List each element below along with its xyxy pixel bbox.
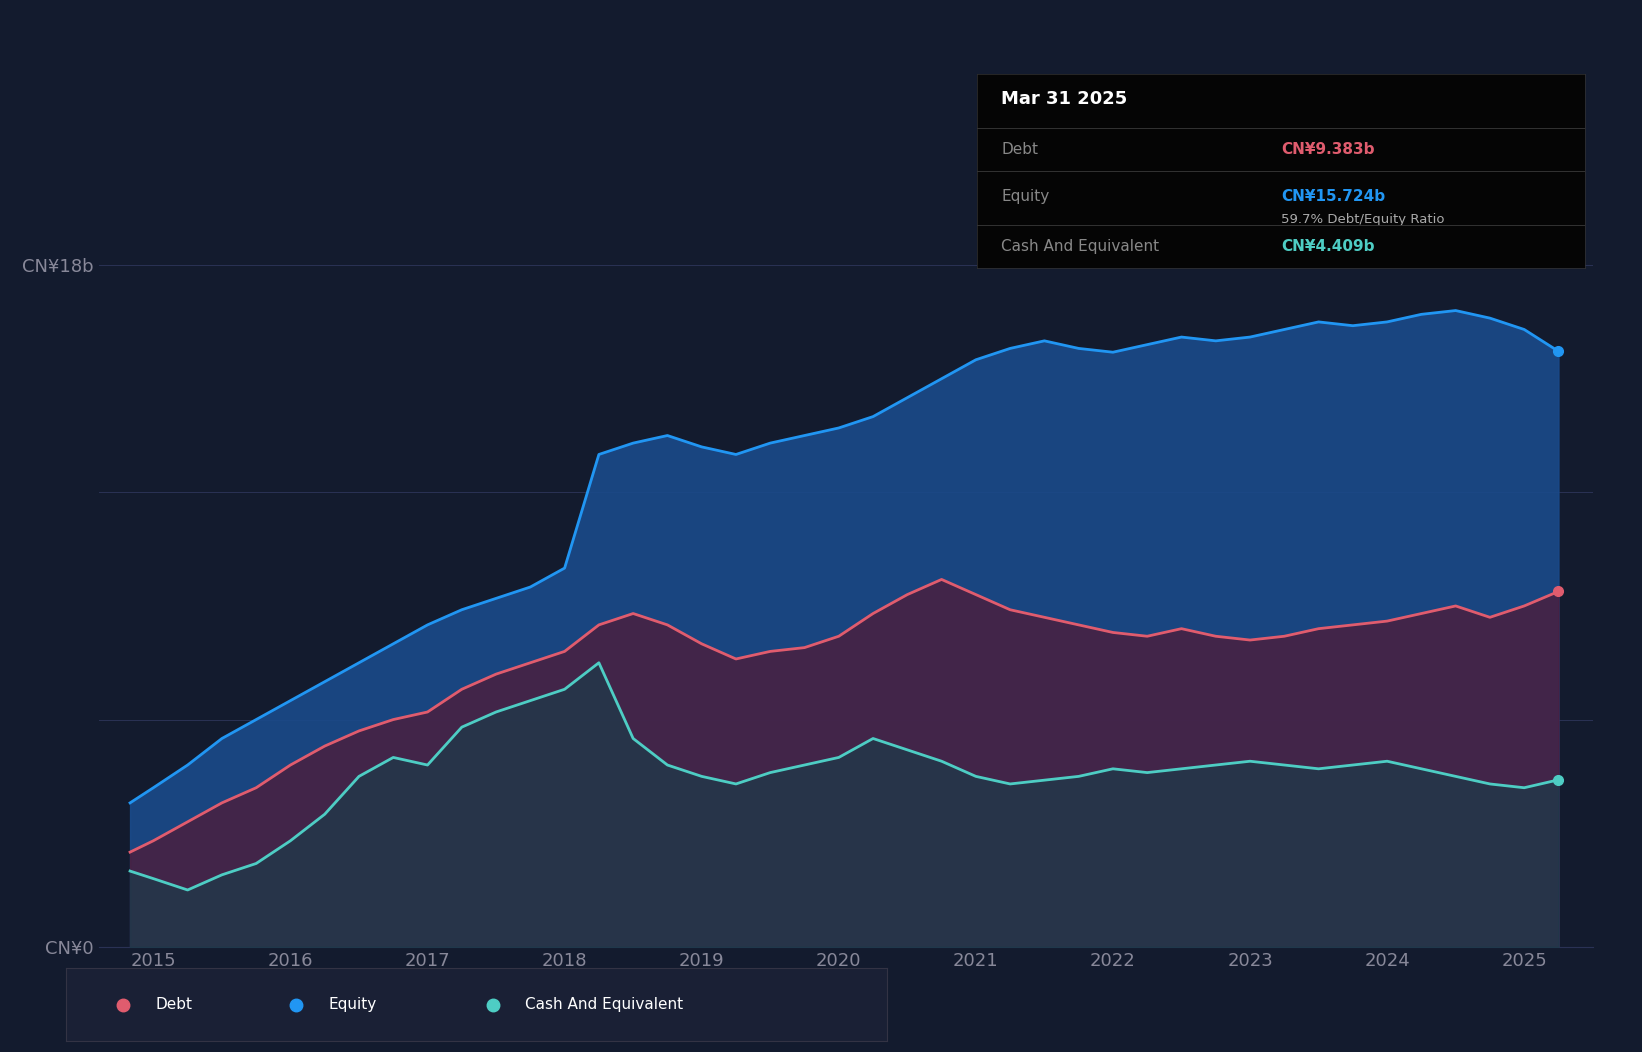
- Text: Debt: Debt: [156, 997, 194, 1012]
- Text: CN¥9.383b: CN¥9.383b: [1281, 142, 1374, 157]
- Text: Cash And Equivalent: Cash And Equivalent: [525, 997, 683, 1012]
- Text: Equity: Equity: [328, 997, 376, 1012]
- Text: Equity: Equity: [1002, 188, 1049, 204]
- Text: CN¥4.409b: CN¥4.409b: [1281, 240, 1374, 255]
- Text: Cash And Equivalent: Cash And Equivalent: [1002, 240, 1159, 255]
- Text: CN¥15.724b: CN¥15.724b: [1281, 188, 1384, 204]
- Text: Mar 31 2025: Mar 31 2025: [1002, 89, 1128, 108]
- Text: Debt: Debt: [1002, 142, 1038, 157]
- Text: 59.7% Debt/Equity Ratio: 59.7% Debt/Equity Ratio: [1281, 214, 1445, 226]
